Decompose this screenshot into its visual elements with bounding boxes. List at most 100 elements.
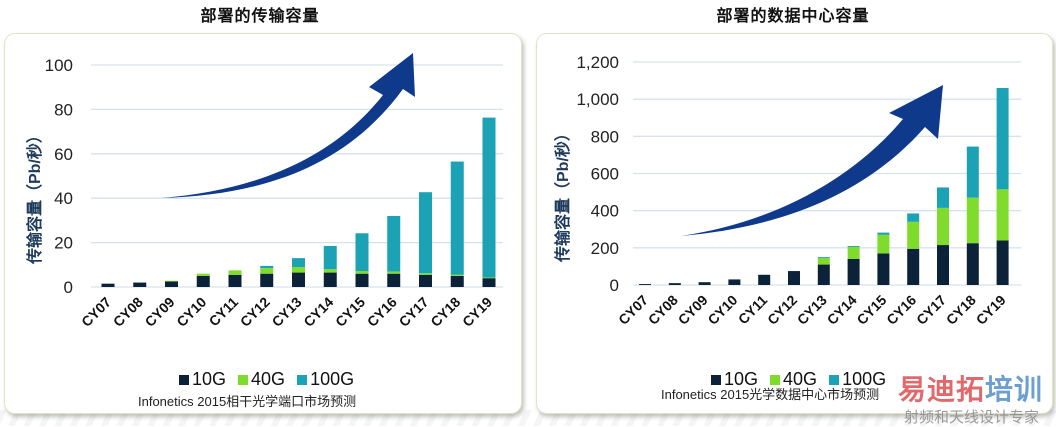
- bar-segment-100g: [482, 117, 496, 278]
- bar-segment-100g: [907, 213, 920, 222]
- bar-segment-10g: [101, 283, 115, 287]
- x-tick-label: CY08: [645, 292, 681, 328]
- legend-item-10g: 10G: [711, 369, 758, 390]
- bar-segment-100g: [817, 257, 830, 259]
- bar-segment-100g: [937, 187, 949, 208]
- chart-plot-transport: 0 20 40 60 80 100 CY07CY08CY09CY10CY11CY12CY13…: [45, 53, 503, 330]
- chart-legend: 10G 40G 100G: [179, 369, 354, 390]
- x-tick-label: CY11: [206, 294, 242, 330]
- legend-swatch-icon: [179, 374, 189, 385]
- legend-item-40g: 40G: [238, 369, 285, 390]
- legend-swatch-icon: [238, 374, 249, 385]
- y-tick-label: 100: [45, 56, 73, 75]
- bar-segment-10g: [482, 278, 496, 287]
- bar-segment-10g: [817, 264, 830, 285]
- chart-title-transport: 部署的传输容量: [200, 8, 320, 25]
- y-tick-label: 1,000: [576, 90, 619, 109]
- bar-segment-10g: [196, 275, 210, 287]
- bar-segment-100g: [966, 146, 979, 198]
- bar-segment-100g: [355, 233, 369, 272]
- trend-arrow-icon: [161, 53, 415, 198]
- bar-segment-10g: [907, 248, 920, 285]
- legend-swatch-icon: [770, 374, 781, 385]
- x-tick-label: CY07: [78, 294, 114, 330]
- bar-segment-40g: [847, 246, 860, 259]
- chart-panel-transport: 0 20 40 60 80 100 CY07 CY08 CY09 CY10 CY11 CY12 CY13…: [4, 33, 522, 414]
- source-note: Infonetics 2015光学数据中心市场预测: [661, 387, 880, 402]
- legend-label: 100G: [310, 369, 355, 389]
- chart-panel-datacenter: 0 200 400 600 800 1,000 1,200 CY07 CY08 CY09 CY10 C…: [536, 33, 1053, 414]
- bar-segment-10g: [668, 283, 681, 285]
- bar-segment-100g: [996, 88, 1009, 190]
- bar-segment-40g: [482, 277, 496, 279]
- bar-segment-40g: [419, 273, 432, 275]
- bar-segment-40g: [323, 269, 337, 273]
- bar-segment-10g: [355, 273, 369, 287]
- x-tick-label: CY15: [332, 294, 368, 330]
- legend-label: 10G: [192, 369, 227, 389]
- x-tick-label: CY16: [364, 294, 400, 330]
- bar-segment-100g: [450, 161, 464, 275]
- watermark-text-red: 易迪拓: [898, 374, 986, 405]
- bar-segment-10g: [937, 245, 949, 285]
- bar-segment-100g: [292, 258, 305, 268]
- x-tick-label: CY15: [853, 292, 889, 328]
- x-tick-label: CY19: [973, 292, 1009, 328]
- bar-segment-40g: [165, 280, 178, 282]
- x-tick-label: CY14: [824, 292, 860, 328]
- x-tick-label: CY13: [794, 292, 830, 328]
- watermark-logo: 易迪拓培训: [898, 368, 1043, 408]
- x-tick-label: CY09: [675, 292, 711, 328]
- bar-segment-100g: [387, 215, 401, 272]
- x-tick-label: CY08: [110, 294, 146, 330]
- y-tick-label: 20: [54, 234, 73, 253]
- bar-segment-40g: [355, 271, 369, 274]
- y-axis-title: 传输容量（Pb/秒）: [555, 125, 572, 262]
- x-tick-label: CY17: [913, 292, 949, 328]
- x-tick-label: CY19: [459, 294, 495, 330]
- y-tick-label: 0: [610, 276, 619, 295]
- bar-segment-10g: [996, 240, 1009, 285]
- x-tick-label: CY18: [427, 294, 463, 330]
- bar-segment-40g: [196, 273, 210, 276]
- watermark-text-blue: 培训: [985, 374, 1044, 405]
- y-tick-label: 60: [54, 145, 73, 164]
- chart-legend: 10G 40G 100G: [711, 369, 886, 390]
- bar-segment-10g: [387, 273, 401, 287]
- legend-swatch-icon: [829, 374, 840, 385]
- bar-segment-40g: [260, 268, 274, 274]
- x-tick-label: CY16: [883, 292, 919, 328]
- bar-segment-10g: [877, 253, 890, 285]
- y-tick-label: 800: [591, 127, 619, 146]
- x-tick-label: CY17: [396, 294, 432, 330]
- bar-segment-100g: [323, 245, 337, 270]
- chart-plot-datacenter: 02004006008001,0001,200CY07CY08CY09CY10C…: [576, 53, 1021, 328]
- x-tick-label: CY09: [142, 294, 178, 330]
- watermark-subtitle: 射频和天线设计专家: [904, 408, 1040, 426]
- background-pattern: [0, 410, 1056, 426]
- bar-segment-40g: [387, 271, 401, 274]
- bar-segment-10g: [323, 272, 337, 287]
- y-tick-label: 40: [54, 189, 73, 208]
- bar-segment-10g: [419, 274, 432, 287]
- bar-segment-10g: [639, 284, 651, 285]
- bar-segment-10g: [165, 281, 178, 287]
- bar-segment-40g: [817, 258, 830, 265]
- legend-label: 40G: [783, 369, 818, 389]
- bar-segment-10g: [847, 258, 860, 285]
- y-tick-label: 200: [591, 239, 619, 258]
- bar-segment-10g: [788, 271, 800, 285]
- bar-segment-40g: [966, 197, 979, 244]
- y-axis-title: 传输容量（Pb/秒）: [27, 127, 44, 264]
- y-tick-label: 400: [591, 202, 619, 221]
- trend-arrow-icon: [681, 85, 943, 236]
- bar-segment-40g: [907, 221, 920, 249]
- legend-swatch-icon: [711, 374, 721, 385]
- bar-segment-10g: [966, 243, 979, 285]
- y-tick-label: 1,200: [576, 53, 619, 72]
- legend-item-40g: 40G: [770, 369, 817, 390]
- bar-segment-40g: [996, 189, 1009, 241]
- x-tick-label: CY12: [764, 292, 800, 328]
- bar-segment-10g: [450, 275, 464, 287]
- bar-segment-10g: [260, 273, 274, 287]
